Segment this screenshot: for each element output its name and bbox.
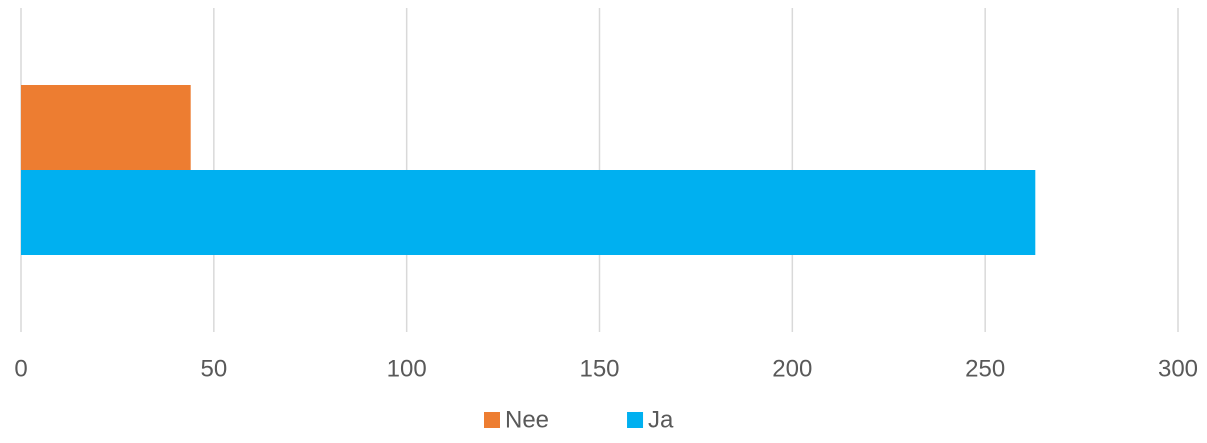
- x-tick-label: 250: [965, 355, 1005, 382]
- x-tick-label: 50: [200, 355, 227, 382]
- legend-swatch: [484, 412, 500, 428]
- legend-label: Nee: [505, 406, 549, 433]
- x-tick-label: 100: [387, 355, 427, 382]
- legend-swatch: [627, 412, 644, 428]
- bar: [21, 170, 1036, 255]
- x-tick-label: 300: [1158, 355, 1198, 382]
- x-tick-label: 150: [579, 355, 619, 382]
- x-tick-label: 200: [772, 355, 812, 382]
- x-tick-label: 0: [14, 355, 27, 382]
- legend-label: Ja: [648, 406, 674, 433]
- bar: [21, 85, 191, 170]
